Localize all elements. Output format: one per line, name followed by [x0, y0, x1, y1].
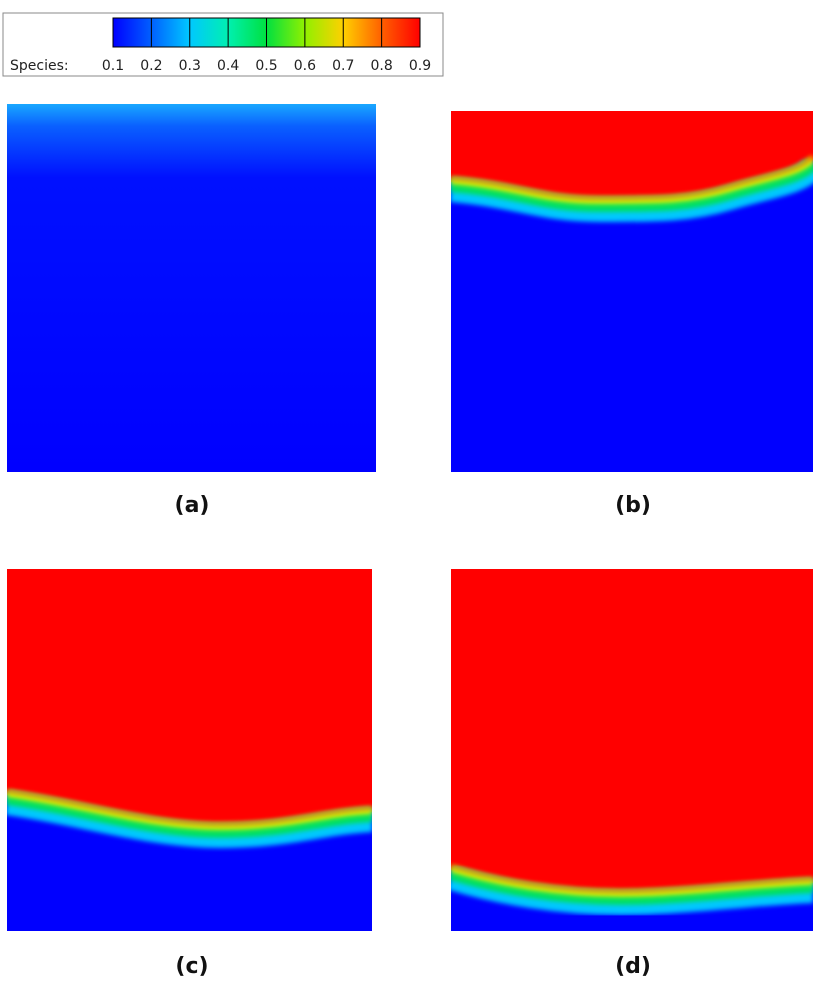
- panel-caption: (d): [615, 954, 651, 979]
- colorbar-tick-label: 0.6: [294, 58, 316, 74]
- colorbar-label: Species:: [10, 58, 69, 74]
- panel-caption: (b): [615, 493, 651, 518]
- panel-b: [451, 111, 813, 472]
- contour-field: [7, 104, 376, 472]
- colorbar-tick-label: 0.7: [332, 58, 354, 74]
- interface-band: [7, 791, 372, 831]
- panel-c: [7, 569, 372, 931]
- interface-band: [451, 866, 813, 898]
- panel-caption: (a): [175, 493, 210, 518]
- colorbar-tick-label: 0.9: [409, 58, 431, 74]
- interface-band: [451, 864, 813, 893]
- interface-band: [7, 791, 372, 839]
- interface-band: [451, 156, 813, 205]
- colorbar-tick-label: 0.8: [370, 58, 392, 74]
- region-high: [451, 111, 813, 202]
- colorbar-tick-label: 0.5: [255, 58, 277, 74]
- colorbar-tick-label: 0.2: [140, 58, 162, 74]
- region-high: [7, 569, 372, 828]
- interface-band: [451, 157, 813, 213]
- region-high: [451, 569, 813, 895]
- interface-band: [7, 789, 372, 826]
- colorbar-legend: Species: 0.1 0.2 0.3 0.4 0.5 0.6 0.7 0.8 0.9: [2, 12, 444, 77]
- panel-caption: (c): [175, 954, 208, 979]
- panel-d: [451, 569, 813, 931]
- colorbar-tick-label: 0.3: [179, 58, 201, 74]
- interface-band: [451, 154, 813, 200]
- colorbar-tick-label: 0.4: [217, 58, 239, 74]
- colorbar-tick-label: 0.1: [102, 58, 124, 74]
- panel-a: [7, 104, 376, 472]
- interface-band: [451, 866, 813, 906]
